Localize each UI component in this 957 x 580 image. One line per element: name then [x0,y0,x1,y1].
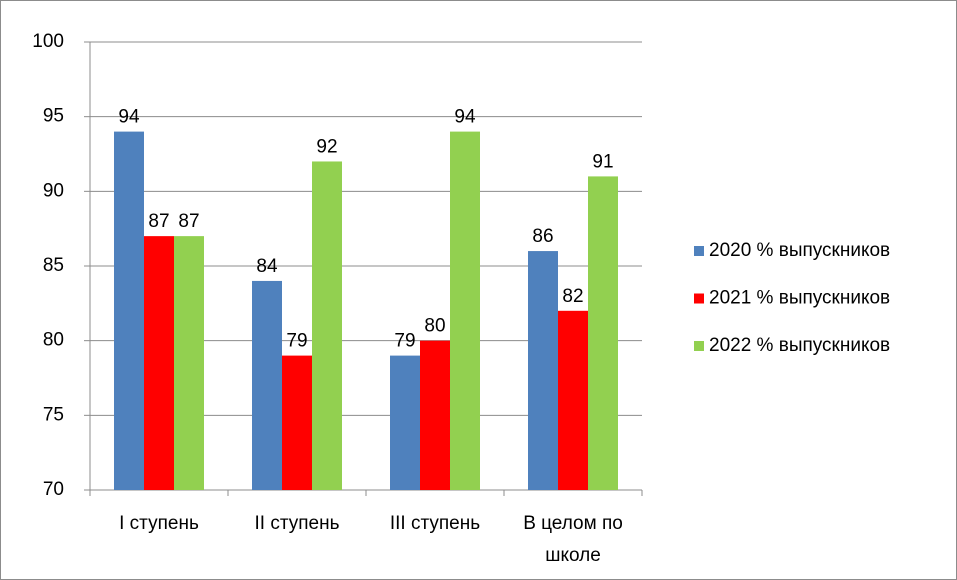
bar [144,236,174,490]
data-label: 80 [424,316,445,337]
bar [558,310,588,490]
bar [528,251,558,490]
x-tick-label: III ступень [390,513,480,534]
legend-label: 2022 % выпускников [709,335,890,356]
legend-swatch [694,341,704,351]
data-label: 87 [178,211,199,232]
bar [174,236,204,490]
data-label: 86 [532,226,553,247]
x-tick-label: В целом по школе [523,513,623,566]
legend-swatch [694,246,704,256]
data-label: 91 [592,151,613,172]
bar [588,176,618,490]
bar [114,131,144,490]
y-tick-label: 85 [43,255,64,276]
legend-label: 2020 % выпускников [709,240,890,261]
bar [450,131,480,490]
y-tick-label: 90 [43,180,64,201]
data-label: 84 [256,256,278,277]
bar [312,161,342,490]
data-label: 94 [454,107,476,128]
data-label: 87 [148,211,169,232]
data-label: 94 [118,107,140,128]
y-tick-label: 75 [43,404,64,425]
legend-swatch [694,293,704,304]
bar [282,355,312,490]
data-label: 79 [286,331,307,352]
data-label: 82 [562,286,583,307]
y-tick-label: 80 [43,330,64,351]
y-tick-label: 100 [32,31,64,52]
bar [420,340,450,490]
bar [252,280,282,490]
y-tick-label: 70 [43,479,64,500]
data-label: 79 [394,331,415,352]
data-label: 92 [316,136,337,157]
x-tick-label: II ступень [255,513,340,534]
legend-label: 2021 % выпускников [709,288,890,309]
bar [390,355,420,490]
y-tick-label: 95 [43,106,64,127]
x-tick-label: I ступень [119,513,199,534]
